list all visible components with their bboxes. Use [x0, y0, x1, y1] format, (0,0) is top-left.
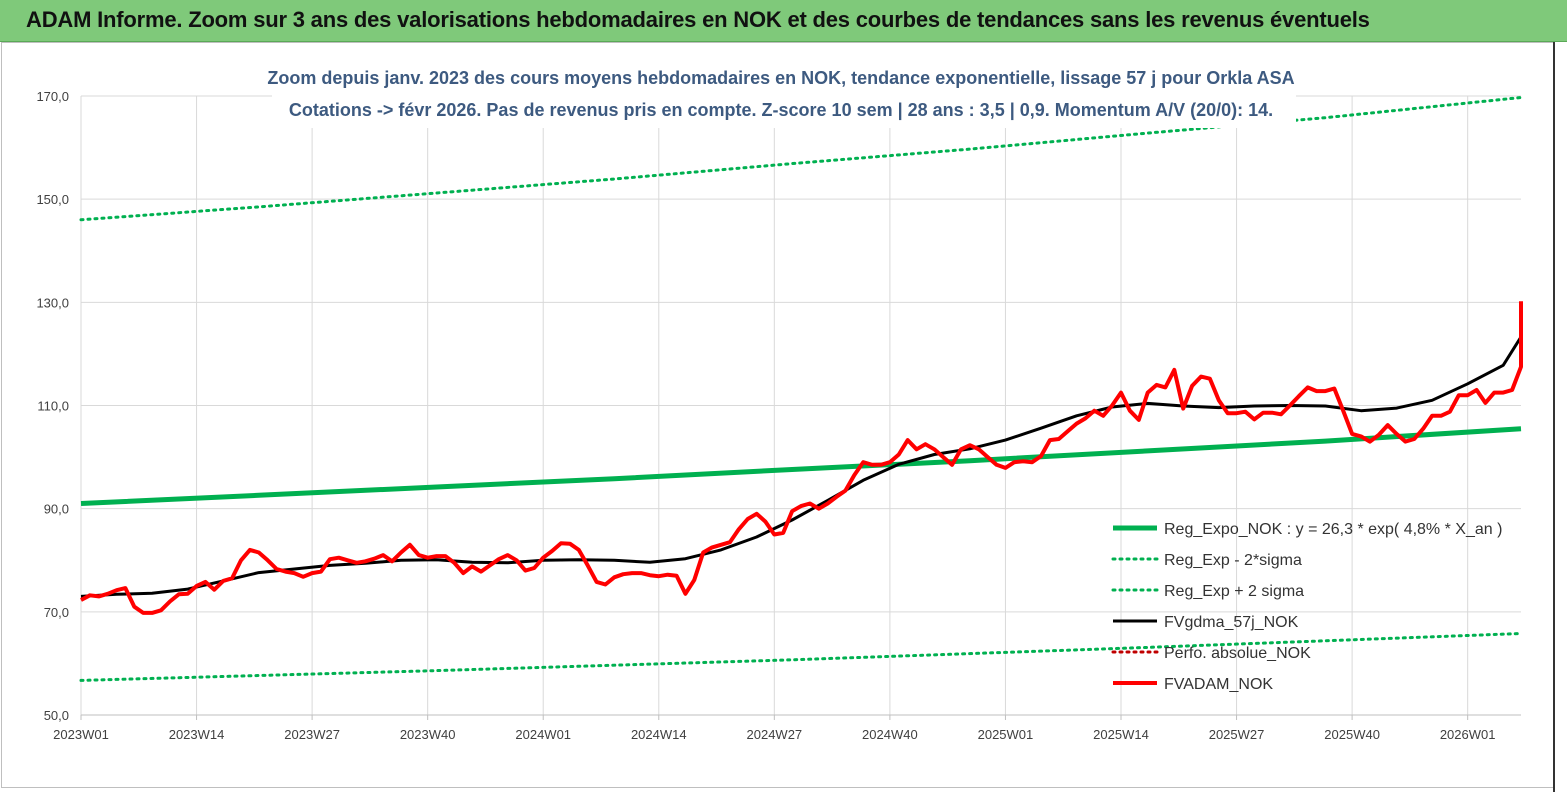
x-tick-label: 2025W14: [1093, 727, 1149, 742]
legend-label: Reg_Expo_NOK : y = 26,3 * exp( 4,8% * X_…: [1164, 521, 1502, 538]
x-tick-label: 2025W40: [1324, 727, 1380, 742]
x-tick-label: 2023W14: [169, 727, 225, 742]
window-edge: [1553, 42, 1567, 792]
x-tick-label: 2025W01: [978, 727, 1034, 742]
y-tick-label: 50,0: [44, 708, 69, 723]
series-line: [80, 301, 1523, 615]
legend-label: Reg_Exp - 2*sigma: [1164, 552, 1302, 569]
chart-subtitle-line2: Cotations -> févr 2026. Pas de revenus p…: [289, 100, 1273, 120]
x-tick-label: 2023W01: [53, 727, 109, 742]
series-lines: [79, 96, 1523, 682]
title-banner: ADAM Informe. Zoom sur 3 ans des valoris…: [0, 0, 1567, 42]
y-tick-label: 130,0: [36, 295, 69, 310]
x-tick-label: 2024W01: [515, 727, 571, 742]
series-line: [79, 632, 1523, 682]
legend-label: FVgdma_57j_NOK: [1164, 614, 1299, 631]
legend-label: FVADAM_NOK: [1164, 676, 1273, 693]
chart-subtitle-line1: Zoom depuis janv. 2023 des cours moyens …: [267, 68, 1294, 88]
x-tick-label: 2025W27: [1209, 727, 1265, 742]
x-tick-label: 2024W40: [862, 727, 918, 742]
series-line: [80, 426, 1522, 506]
x-tick-label: 2024W27: [747, 727, 803, 742]
x-tick-label: 2026W01: [1440, 727, 1496, 742]
subtitle-background: [272, 58, 1296, 128]
y-tick-label: 170,0: [36, 89, 69, 104]
y-tick-label: 90,0: [44, 502, 69, 517]
legend-label: Perfo. absolue_NOK: [1164, 645, 1311, 662]
x-tick-label: 2023W40: [400, 727, 456, 742]
y-tick-label: 70,0: [44, 605, 69, 620]
legend-label: Reg_Exp + 2 sigma: [1164, 583, 1304, 600]
y-tick-label: 110,0: [37, 399, 69, 414]
report-title: ADAM Informe. Zoom sur 3 ans des valoris…: [26, 7, 1370, 32]
y-axis-ticks: 50,0 70,0 90,0 110,0 130,0 150,0 170,0: [36, 89, 69, 723]
gridlines: [80, 95, 1521, 720]
x-tick-label: 2023W27: [284, 727, 340, 742]
x-tick-label: 2024W14: [631, 727, 687, 742]
x-axis-ticks: 2023W01 2023W14 2023W27 2023W40 2024W01 2024W…: [53, 727, 1495, 742]
chart-legend: Reg_Expo_NOK : y = 26,3 * exp( 4,8% * X_…: [1111, 521, 1502, 693]
y-tick-label: 150,0: [36, 192, 69, 207]
